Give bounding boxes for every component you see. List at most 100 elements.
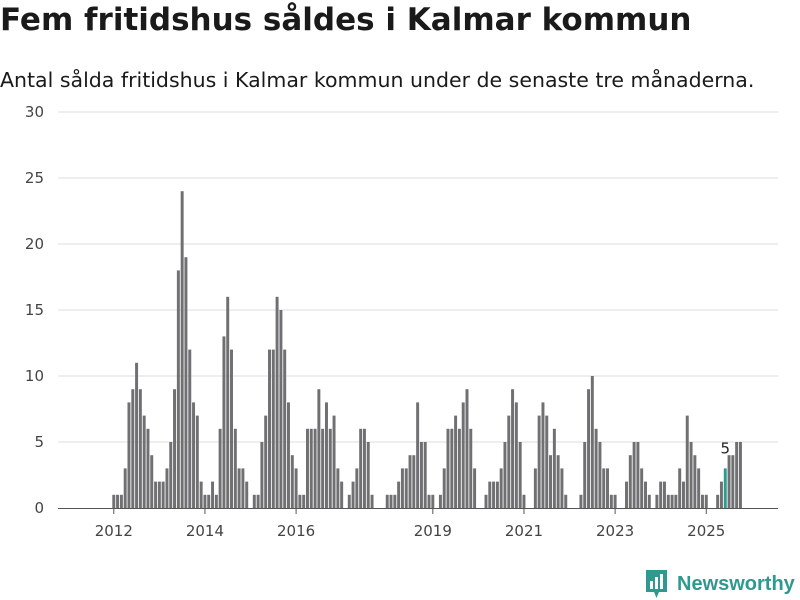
bar — [283, 349, 287, 508]
bar — [317, 389, 321, 508]
bar — [135, 362, 139, 508]
bar — [294, 468, 298, 508]
bar — [176, 270, 180, 508]
bar — [442, 468, 446, 508]
bar — [681, 481, 685, 508]
bar — [412, 455, 416, 508]
bar — [393, 494, 397, 508]
bar — [469, 428, 473, 508]
x-tick-label: 2021 — [505, 522, 543, 540]
bar — [613, 494, 617, 508]
bar — [594, 428, 598, 508]
bar — [511, 389, 515, 508]
bar — [313, 428, 317, 508]
bar — [427, 494, 431, 508]
x-tick-label: 2016 — [277, 522, 315, 540]
bar — [275, 296, 279, 508]
bar — [245, 481, 249, 508]
bar — [419, 442, 423, 508]
bar — [438, 494, 442, 508]
bar — [222, 336, 226, 508]
bar — [473, 468, 477, 508]
x-tick-label: 2012 — [95, 522, 133, 540]
bar — [719, 481, 723, 508]
y-tick-label: 0 — [34, 499, 44, 517]
bar — [184, 257, 188, 508]
bar — [195, 415, 199, 508]
bar — [328, 428, 332, 508]
bar — [173, 389, 177, 508]
bar — [366, 442, 370, 508]
newsworthy-logo-icon — [646, 570, 667, 598]
bar — [457, 428, 461, 508]
bar — [602, 468, 606, 508]
bar — [738, 442, 742, 508]
bar — [355, 468, 359, 508]
y-tick-label: 10 — [25, 367, 44, 385]
bar — [446, 428, 450, 508]
x-axis-ticks: 2012 2014 2016 2019 2021 2023 2025 — [95, 508, 725, 540]
bar — [226, 296, 230, 508]
bar — [484, 494, 488, 508]
gridlines — [58, 111, 778, 443]
bar — [290, 455, 294, 508]
bar — [735, 442, 739, 508]
bar — [552, 428, 556, 508]
bar — [587, 389, 591, 508]
bar — [389, 494, 393, 508]
y-tick-label: 20 — [25, 235, 44, 253]
bar — [347, 494, 351, 508]
bar — [678, 468, 682, 508]
bar — [370, 494, 374, 508]
y-axis-ticks: 0 5 10 15 20 25 30 — [25, 103, 44, 517]
bar — [359, 428, 363, 508]
bar — [252, 494, 256, 508]
bar — [123, 468, 127, 508]
bar — [647, 494, 651, 508]
chart-subtitle: Antal sålda fritidshus i Kalmar kommun u… — [0, 68, 755, 92]
bar — [408, 455, 412, 508]
bar — [533, 468, 537, 508]
bar — [579, 494, 583, 508]
bar — [518, 442, 522, 508]
bar — [169, 442, 173, 508]
x-tick-label: 2014 — [186, 522, 224, 540]
bar — [640, 468, 644, 508]
bar — [142, 415, 146, 508]
bar — [674, 494, 678, 508]
bar — [218, 428, 222, 508]
y-tick-label: 5 — [34, 433, 44, 451]
bar — [564, 494, 568, 508]
bar — [241, 468, 245, 508]
bar-annotations: 5 — [720, 439, 730, 457]
bar — [192, 402, 196, 508]
bar — [704, 494, 708, 508]
bar — [560, 468, 564, 508]
bar — [590, 376, 594, 508]
bar — [237, 468, 241, 508]
bar — [632, 442, 636, 508]
bar — [260, 442, 264, 508]
bar — [131, 389, 135, 508]
bar — [138, 389, 142, 508]
bar — [625, 481, 628, 508]
bar — [302, 494, 306, 508]
bar — [450, 428, 454, 508]
bar — [161, 481, 165, 508]
bar — [154, 481, 158, 508]
x-tick-label: 2019 — [414, 522, 452, 540]
bar — [503, 442, 507, 508]
bar-series — [112, 191, 742, 508]
bar — [423, 442, 427, 508]
bar — [165, 468, 169, 508]
latest-value-label: 5 — [720, 439, 730, 457]
bar — [416, 402, 420, 508]
bar — [495, 481, 499, 508]
bar — [700, 494, 704, 508]
bar — [325, 402, 328, 508]
bar — [514, 402, 518, 508]
bar — [203, 494, 207, 508]
bar — [211, 481, 215, 508]
y-tick-label: 15 — [25, 301, 44, 319]
bar — [112, 494, 116, 508]
